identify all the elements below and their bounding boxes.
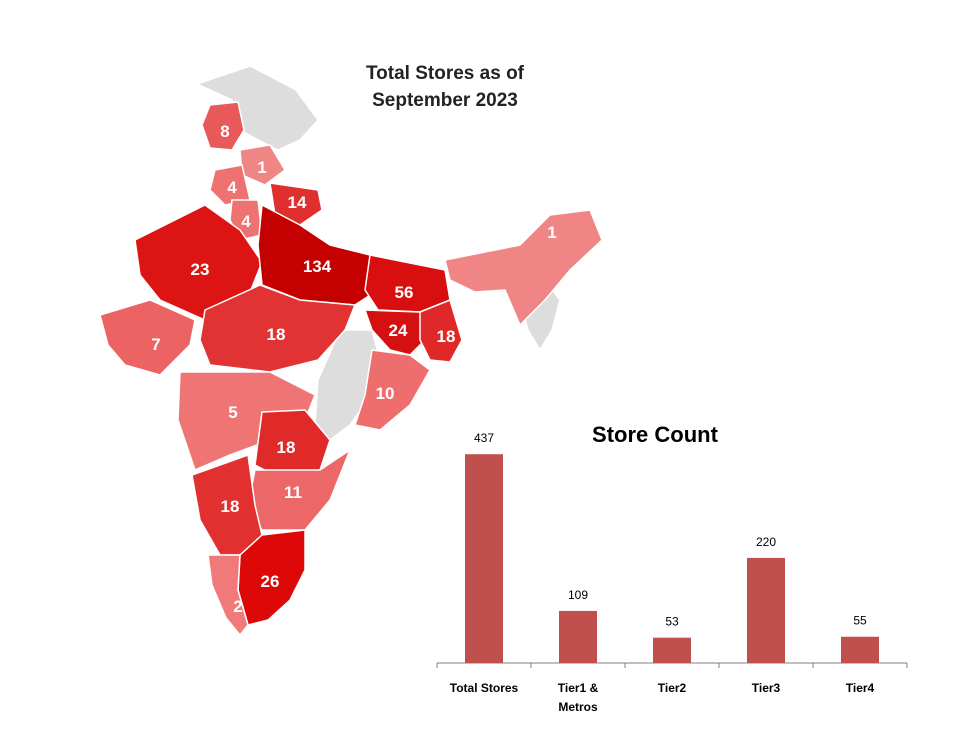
category-label: Tier1 & (558, 681, 599, 695)
map-region (444, 209, 603, 327)
map-region (257, 203, 379, 306)
map-region-label: 10 (376, 384, 395, 403)
map-region-label: 8 (220, 122, 229, 141)
map-region-label: 23 (191, 260, 210, 279)
bar-value-label: 55 (853, 614, 867, 628)
map-region (354, 349, 431, 431)
map-region-label: 18 (277, 438, 296, 457)
map-region-label: 18 (437, 327, 456, 346)
map-region-label: 5 (228, 403, 237, 422)
bar-value-label: 220 (756, 535, 776, 549)
map-region-label: 14 (288, 193, 307, 212)
map-region-label: 1 (257, 158, 266, 177)
map-region-label: 18 (267, 325, 286, 344)
map-region (269, 182, 323, 226)
bar (653, 637, 691, 663)
map-title-line2: September 2023 (372, 90, 518, 111)
chart-title: Store Count (592, 422, 718, 447)
map-region (207, 554, 249, 637)
map-region-label: 56 (395, 283, 414, 302)
category-label: Total Stores (450, 681, 519, 695)
bar (559, 610, 597, 663)
category-label: Tier3 (752, 681, 781, 695)
map-region-label: 2 (233, 597, 242, 616)
map-title-line1: Total Stores as of (365, 63, 524, 84)
category-label: Tier4 (846, 681, 875, 695)
map-region-label: 4 (241, 212, 251, 231)
bar-value-label: 437 (474, 431, 494, 445)
map-region (99, 299, 196, 376)
map-region-label: 24 (389, 321, 408, 340)
map-region-label: 11 (284, 483, 302, 502)
category-label: Tier2 (658, 681, 687, 695)
map-region-label: 7 (151, 335, 160, 354)
map-region-grey-central (314, 329, 381, 441)
map-region-label: 134 (303, 257, 332, 276)
map-region (199, 284, 357, 373)
map-region-label: 1 (547, 223, 556, 242)
map-title: Total Stores as of September 2023 (330, 60, 560, 114)
bar (465, 454, 503, 663)
map-region (419, 298, 463, 363)
bar (747, 557, 785, 663)
map-region-label: 4 (227, 178, 237, 197)
map-region (201, 101, 245, 151)
map-region-label: 18 (221, 497, 240, 516)
bar-value-label: 53 (665, 615, 679, 629)
category-label: Metros (558, 700, 598, 714)
bar (841, 636, 879, 663)
bar-value-label: 109 (568, 588, 588, 602)
map-region-label: 26 (261, 572, 280, 591)
